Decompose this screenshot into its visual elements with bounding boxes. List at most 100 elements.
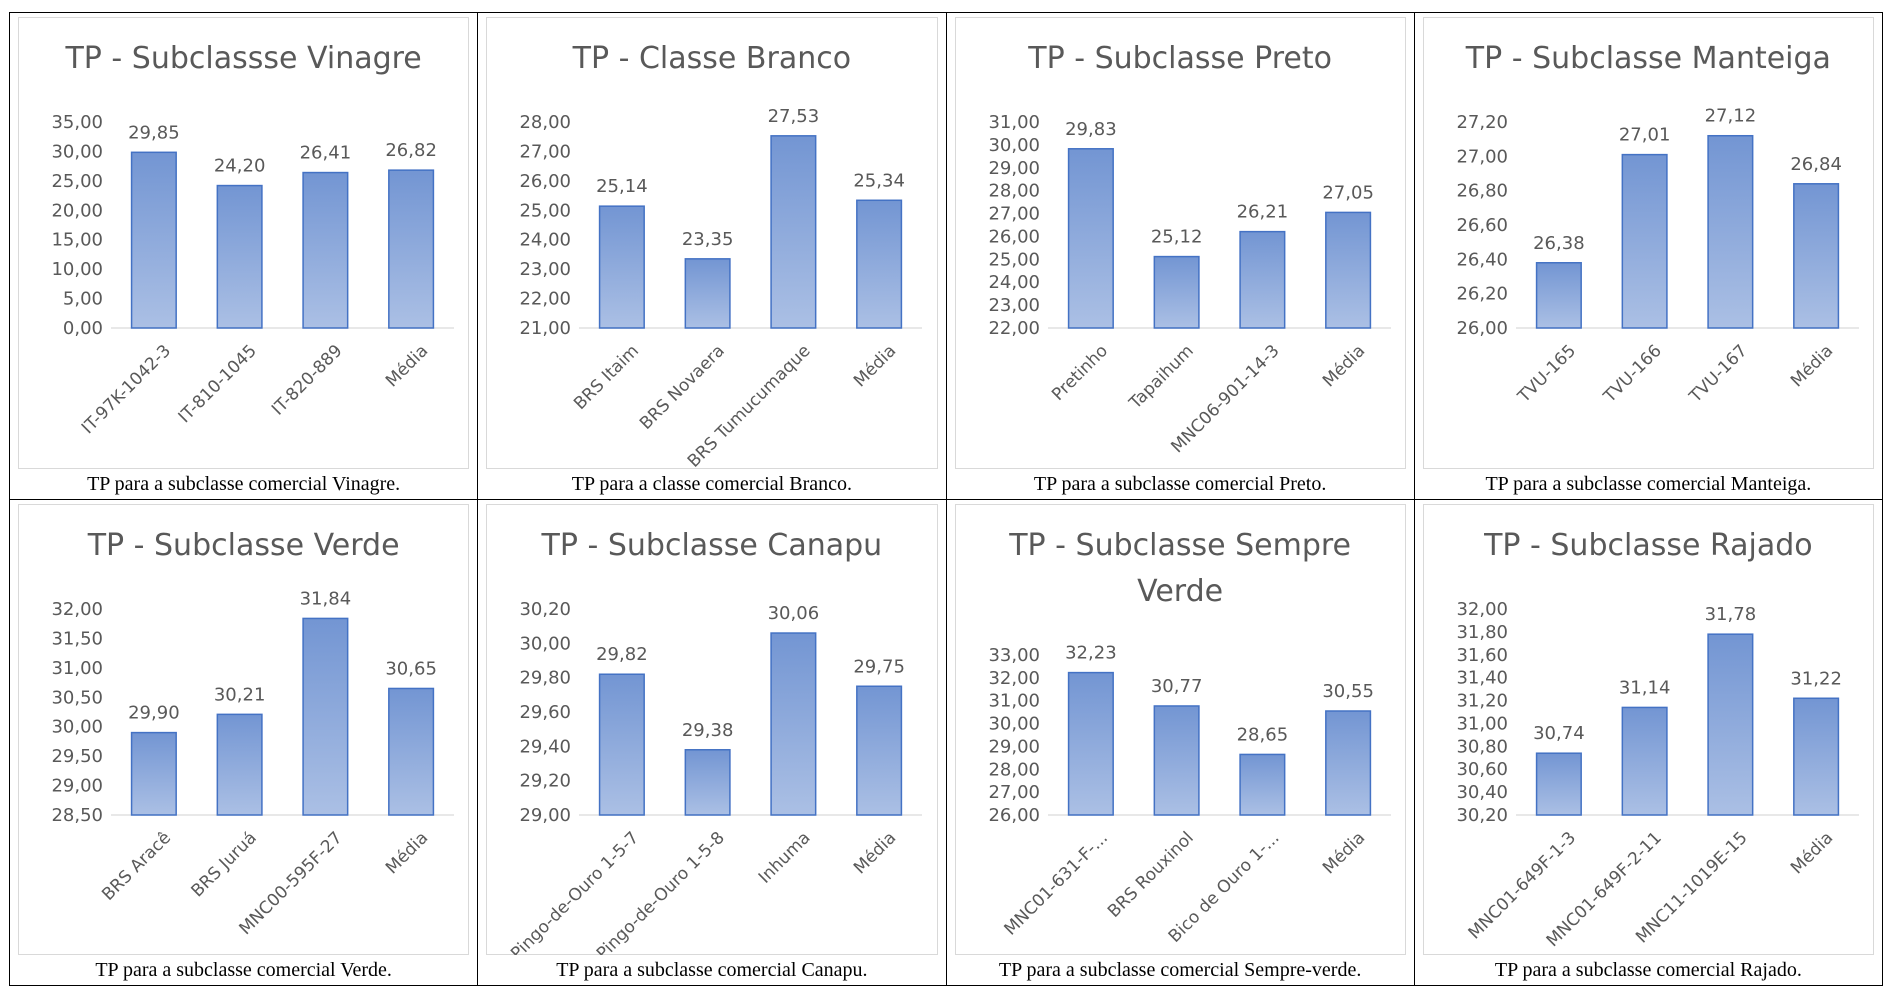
y-tick-label: 21,00 — [520, 318, 572, 339]
value-label: 27,12 — [1704, 106, 1756, 127]
x-tick-label: BRS Rouxinol — [1104, 828, 1198, 922]
y-tick-label: 30,00 — [988, 713, 1040, 734]
chart-cell: TP - Subclasse Verde 28,50 29,00 29,50 30,00… — [10, 499, 479, 986]
chart-title: TP - Subclassse Vinagre — [65, 41, 422, 76]
y-tick-label: 26,60 — [1456, 215, 1508, 236]
x-tick-label: Inhuma — [755, 828, 815, 888]
bar — [130, 151, 177, 329]
chart-cell: TP - Subclasse Sempre Verde 26,00 27,00 28,… — [946, 499, 1415, 986]
value-label: 29,38 — [682, 719, 734, 740]
plot-area: 26,00 26,20 26,40 26,60 26,80 27,00 27,20 26,38… — [1424, 82, 1873, 468]
y-tick-label: 26,20 — [1456, 284, 1508, 305]
y-tick-label: 31,60 — [1456, 644, 1508, 665]
x-tick-label: BRS Aracê — [98, 828, 175, 905]
caption: TP para a subclasse comercial Manteiga. — [1485, 472, 1812, 495]
bar — [216, 184, 263, 329]
y-tick-label: 30,00 — [51, 716, 103, 737]
chart-title: TP - Subclasse Rajado — [1484, 527, 1813, 563]
y-tick-label: 30,20 — [520, 599, 572, 620]
value-label: 27,53 — [768, 106, 820, 127]
bar — [1792, 183, 1839, 329]
bar-chart: 30,2030,4030,6030,8031,0031,2031,4031,60… — [1456, 599, 1859, 951]
y-tick-label: 31,00 — [988, 690, 1040, 711]
chart-title: TP - Subclasse Preto — [1028, 41, 1332, 76]
y-tick-label: 28,00 — [520, 112, 572, 133]
chart-panel: TP - Subclasse Rajado 30,20 30,40 30,60 30,8… — [1422, 503, 1874, 955]
y-tick-label: 26,00 — [988, 226, 1040, 247]
value-label: 25,14 — [596, 176, 648, 197]
bar — [302, 617, 349, 816]
value-label: 31,14 — [1619, 677, 1671, 698]
chart-panel: TP - Subclasse Sempre Verde 26,00 27,00 28,… — [954, 503, 1406, 955]
chart-title: TP - Subclasse Canapu — [541, 527, 883, 563]
bar — [1153, 255, 1200, 329]
x-tick-label: Tapaihum — [1124, 341, 1197, 414]
bar — [1707, 134, 1754, 329]
x-tick-label: Média — [382, 341, 432, 391]
value-label: 27,05 — [1322, 182, 1374, 203]
y-tick-label: 23,00 — [988, 295, 1040, 316]
value-label: 30,06 — [768, 603, 820, 624]
y-tick-label: 27,20 — [1456, 112, 1508, 133]
value-label: 26,21 — [1236, 202, 1288, 223]
bar — [856, 685, 903, 816]
y-tick-label: 29,20 — [520, 770, 572, 791]
chart-panel: TP - Subclasse Verde 28,50 29,00 29,50 30,00… — [18, 503, 470, 955]
chart-title: TP - Subclasse Sempre Verde — [1009, 527, 1352, 609]
x-tick-label: Média — [382, 828, 432, 878]
bar-chart: 26,0027,0028,0029,0030,0031,0032,0033,00… — [988, 642, 1391, 946]
x-tick-label: IT-810-1045 — [175, 341, 261, 427]
value-label: 28,65 — [1236, 724, 1288, 745]
value-label: 31,22 — [1790, 668, 1842, 689]
y-tick-label: 24,00 — [988, 272, 1040, 293]
bar — [684, 748, 731, 816]
y-tick-label: 27,00 — [988, 782, 1040, 803]
x-tick-label: TVU-166 — [1599, 341, 1666, 408]
chart-grid: TP - Subclassse Vinagre 0,00 5,00 10,00 15,0… — [9, 12, 1883, 986]
y-tick-label: 29,40 — [520, 736, 572, 757]
bar — [770, 631, 817, 816]
y-tick-label: 29,50 — [51, 746, 103, 767]
bar — [130, 731, 177, 816]
plot-area: 26,00 27,00 28,00 29,00 30,00 31,00 32,00 33,00… — [956, 615, 1405, 955]
value-label: 31,84 — [300, 588, 352, 609]
bar — [1621, 706, 1668, 816]
y-tick-label: 29,00 — [988, 736, 1040, 757]
bar — [1153, 704, 1200, 816]
y-tick-label: 27,00 — [988, 204, 1040, 225]
y-tick-label: 26,00 — [520, 171, 572, 192]
bar — [599, 205, 646, 329]
chart-panel: TP - Subclassse Vinagre 0,00 5,00 10,00 15,0… — [18, 17, 470, 469]
value-label: 30,55 — [1322, 681, 1374, 702]
x-tick-label: Média — [1787, 341, 1837, 391]
y-tick-label: 35,00 — [51, 112, 103, 133]
plot-area: 22,00 23,00 24,00 25,00 26,00 27,00 28,00 29,00… — [956, 82, 1405, 468]
chart-cell: TP - Subclasse Rajado 30,20 30,40 30,60 30,8… — [1414, 499, 1883, 986]
bar — [1324, 211, 1371, 329]
caption: TP para a classe comercial Branco. — [571, 472, 852, 495]
x-tick-label: IT-97K-1042-3 — [78, 341, 175, 438]
bar — [1707, 632, 1754, 816]
y-tick-label: 27,00 — [1456, 146, 1508, 167]
y-tick-label: 31,00 — [1456, 713, 1508, 734]
plot-area: 28,50 29,00 29,50 30,00 30,50 31,00 31,50 32,00… — [19, 569, 468, 955]
value-label: 23,35 — [682, 229, 734, 250]
value-label: 29,90 — [128, 702, 180, 723]
bar-chart: 22,0023,0024,0025,0026,0027,0028,0029,00… — [988, 112, 1391, 457]
value-label: 29,83 — [1065, 119, 1117, 140]
bar — [1535, 751, 1582, 816]
bar — [302, 171, 349, 329]
bar — [1535, 262, 1582, 329]
value-label: 30,65 — [385, 658, 437, 679]
bar — [1067, 148, 1114, 329]
y-tick-label: 30,00 — [520, 633, 572, 654]
x-tick-label: IT-820-889 — [268, 341, 346, 419]
y-tick-label: 26,00 — [1456, 318, 1508, 339]
chart-title: TP - Classe Branco — [572, 41, 852, 76]
y-tick-label: 27,00 — [520, 141, 572, 162]
caption: TP para a subclasse comercial Verde. — [95, 959, 392, 981]
chart-cell: TP - Subclassse Vinagre 0,00 5,00 10,00 15,0… — [10, 13, 479, 500]
y-tick-label: 30,00 — [51, 141, 103, 162]
value-label: 25,34 — [854, 170, 906, 191]
caption: TP para a subclasse comercial Canapu. — [556, 959, 868, 981]
